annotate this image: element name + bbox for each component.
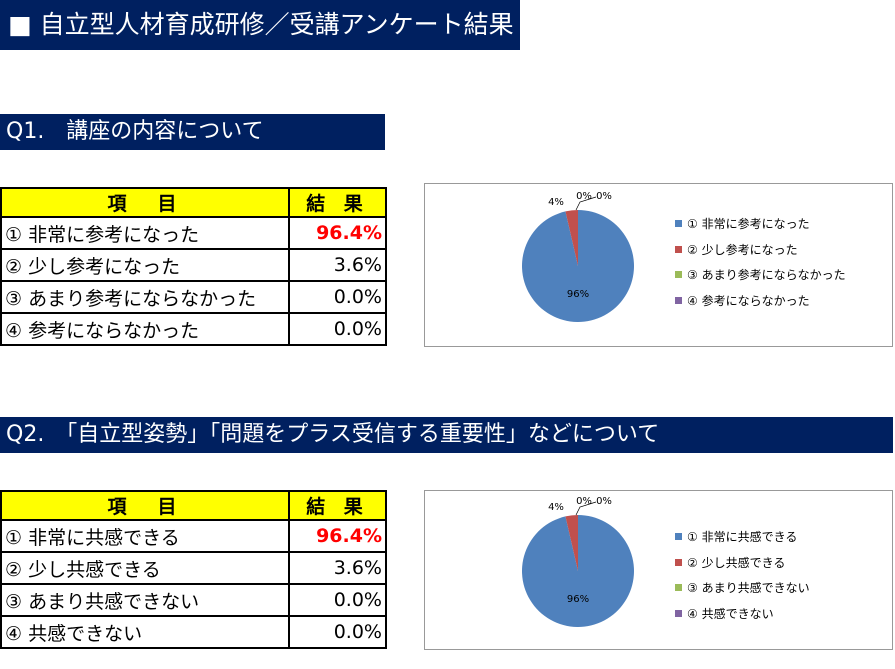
legend-swatch-icon bbox=[675, 558, 682, 566]
result-header: 結 果 bbox=[288, 490, 387, 521]
page-title: ■ 自立型人材育成研修／受講アンケート結果 bbox=[0, 0, 520, 50]
chart-legend: ① 非常に共感できる ② 少し共感できる ③ あまり共感できない ④ 共感できない bbox=[675, 524, 810, 626]
data-label: 4% bbox=[548, 197, 564, 208]
legend-item: ② 少し参考になった bbox=[675, 237, 846, 263]
item-header: 項 目 bbox=[0, 187, 290, 218]
legend-swatch-icon bbox=[675, 584, 682, 592]
legend-item: ④ 参考にならなかった bbox=[675, 288, 846, 314]
table-row: ④ 参考にならなかった 0.0% bbox=[0, 312, 387, 346]
row-value: 96.4% bbox=[288, 216, 387, 250]
row-value: 3.6% bbox=[288, 248, 387, 282]
row-value: 0.0% bbox=[288, 312, 387, 346]
table-header: 項 目結 果 bbox=[0, 490, 387, 521]
legend-item: ③ あまり共感できない bbox=[675, 575, 810, 601]
data-label: 0% bbox=[596, 191, 612, 202]
legend-swatch-icon bbox=[675, 271, 682, 279]
q1-heading: Q1. 講座の内容について bbox=[0, 114, 385, 150]
row-label: ④ 参考にならなかった bbox=[0, 312, 290, 346]
legend-item: ① 非常に共感できる bbox=[675, 524, 810, 550]
data-label: 96% bbox=[567, 289, 589, 300]
table-header: 項 目結 果 bbox=[0, 187, 387, 218]
row-label: ② 少し共感できる bbox=[0, 551, 290, 585]
legend-swatch-icon bbox=[675, 609, 682, 617]
data-label: 96% bbox=[567, 594, 589, 605]
row-value: 0.0% bbox=[288, 280, 387, 314]
table-row: ④ 共感できない 0.0% bbox=[0, 615, 387, 649]
q1-pie-chart: 96% 4% 0% 0% ① 非常に参考になった ② 少し参考になった ③ あまり参考になら… bbox=[424, 183, 893, 347]
legend-label: ④ 参考にならなかった bbox=[687, 293, 810, 308]
legend-item: ① 非常に参考になった bbox=[675, 211, 846, 237]
row-label: ③ あまり共感できない bbox=[0, 583, 290, 617]
leader-line bbox=[575, 196, 597, 211]
row-value: 96.4% bbox=[288, 519, 387, 553]
row-label: ② 少し参考になった bbox=[0, 248, 290, 282]
data-label: 0% bbox=[576, 191, 592, 202]
leader-line bbox=[575, 501, 597, 516]
row-value: 0.0% bbox=[288, 583, 387, 617]
q2-pie-chart: 96% 4% 0% 0% ① 非常に共感できる ② 少し共感できる ③ あまり共感できない ④… bbox=[424, 490, 893, 650]
legend-item: ③ あまり参考にならなかった bbox=[675, 262, 846, 288]
legend-label: ① 非常に共感できる bbox=[687, 530, 798, 545]
legend-swatch-icon bbox=[675, 245, 682, 253]
chart-legend: ① 非常に参考になった ② 少し参考になった ③ あまり参考にならなかった ④ 参考に… bbox=[675, 211, 846, 313]
item-header: 項 目 bbox=[0, 490, 290, 521]
data-label: 0% bbox=[576, 496, 592, 507]
legend-swatch-icon bbox=[675, 296, 682, 304]
legend-item: ② 少し共感できる bbox=[675, 550, 810, 576]
table-row: ① 非常に参考になった 96.4% bbox=[0, 216, 387, 250]
row-value: 3.6% bbox=[288, 551, 387, 585]
legend-swatch-icon bbox=[675, 220, 682, 228]
row-label: ④ 共感できない bbox=[0, 615, 290, 649]
row-label: ① 非常に参考になった bbox=[0, 216, 290, 250]
row-label: ③ あまり参考にならなかった bbox=[0, 280, 290, 314]
row-value: 0.0% bbox=[288, 615, 387, 649]
result-header: 結 果 bbox=[288, 187, 387, 218]
table-row: ② 少し参考になった 3.6% bbox=[0, 248, 387, 282]
legend-swatch-icon bbox=[675, 533, 682, 541]
legend-item: ④ 共感できない bbox=[675, 601, 810, 627]
data-label: 0% bbox=[596, 496, 612, 507]
legend-label: ③ あまり共感できない bbox=[687, 581, 810, 596]
q2-heading: Q2. 「自立型姿勢」「問題をプラス受信する重要性」などについて bbox=[0, 417, 893, 453]
pie-slice bbox=[565, 515, 578, 571]
legend-label: ③ あまり参考にならなかった bbox=[687, 268, 846, 283]
pie-slice bbox=[565, 210, 578, 266]
legend-label: ④ 共感できない bbox=[687, 606, 774, 621]
legend-label: ② 少し参考になった bbox=[687, 242, 798, 257]
table-row: ① 非常に共感できる 96.4% bbox=[0, 519, 387, 553]
row-label: ① 非常に共感できる bbox=[0, 519, 290, 553]
table-row: ③ あまり参考にならなかった 0.0% bbox=[0, 280, 387, 314]
legend-label: ② 少し共感できる bbox=[687, 555, 786, 570]
table-row: ② 少し共感できる 3.6% bbox=[0, 551, 387, 585]
table-row: ③ あまり共感できない 0.0% bbox=[0, 583, 387, 617]
data-label: 4% bbox=[548, 502, 564, 513]
legend-label: ① 非常に参考になった bbox=[687, 217, 810, 232]
